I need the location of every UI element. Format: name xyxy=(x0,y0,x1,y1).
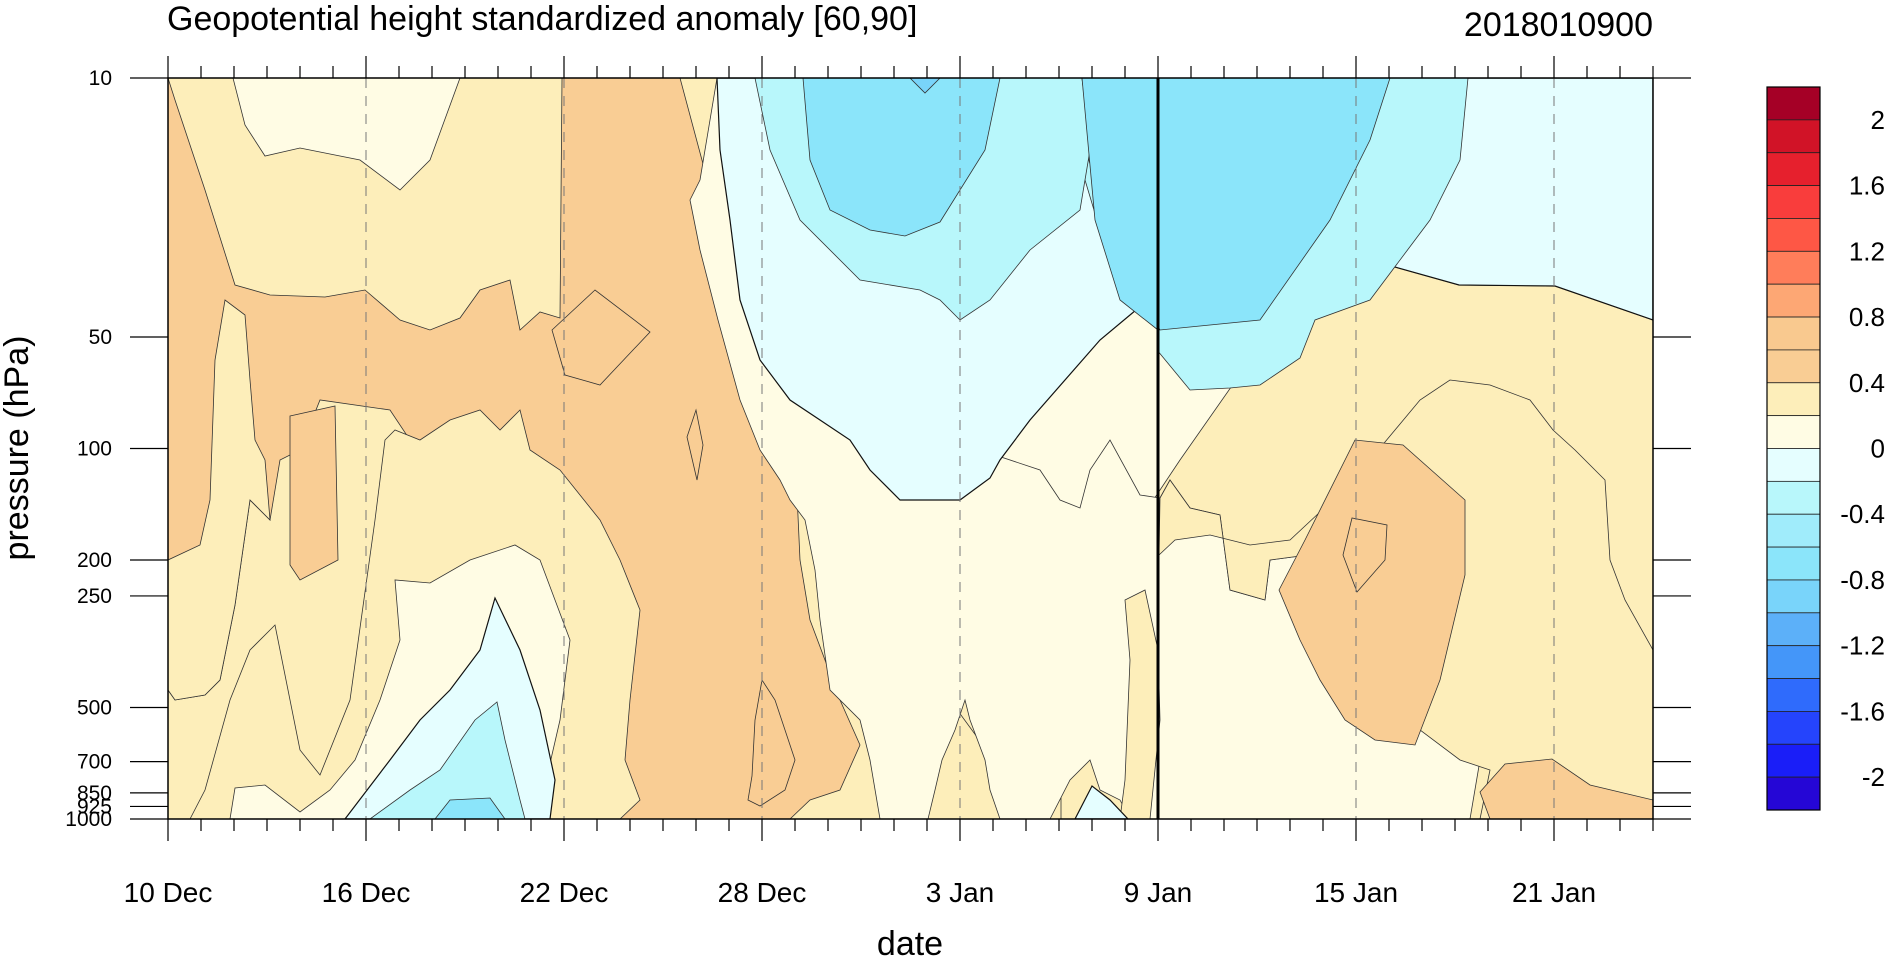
colorbar: 2 1.6 1.2 0.8 0.4 0 -0.4 -0.8 -1.2 -1.6 -2 xyxy=(1766,86,1885,811)
colorbar-label: 0.8 xyxy=(1849,302,1885,332)
colorbar-swatch xyxy=(1766,645,1821,679)
colorbar-swatch xyxy=(1766,185,1821,219)
colorbar-swatch xyxy=(1766,250,1821,285)
contour-region xyxy=(1074,785,1129,819)
colorbar-swatch xyxy=(1766,546,1821,581)
colorbar-frame xyxy=(1766,86,1821,811)
colorbar-swatch xyxy=(1766,579,1821,614)
y-tick-label: 700 xyxy=(77,751,112,774)
colorbar-swatch xyxy=(1766,349,1821,384)
x-tick-label: 28 Dec xyxy=(718,877,807,908)
colorbar-swatch xyxy=(1766,415,1821,449)
x-tick-label: 9 Jan xyxy=(1124,877,1193,908)
colorbar-label: -1.6 xyxy=(1840,696,1885,726)
colorbar-swatch xyxy=(1766,513,1821,548)
date-label: 2018010900 xyxy=(1464,6,1653,44)
colorbar-label: 0.4 xyxy=(1849,368,1885,398)
colorbar-swatch xyxy=(1766,448,1821,482)
x-tick-label: 15 Jan xyxy=(1314,877,1398,908)
x-tick-label: 21 Jan xyxy=(1512,877,1596,908)
contour-region xyxy=(434,797,506,819)
colorbar-label: -2 xyxy=(1862,762,1885,792)
y-axis-title: pressure (hPa) xyxy=(0,336,36,561)
colorbar-swatch xyxy=(1766,119,1821,154)
colorbar-swatch xyxy=(1766,218,1821,252)
colorbar-swatch xyxy=(1766,612,1821,647)
colorbar-label: -1.2 xyxy=(1840,631,1885,661)
contour-region xyxy=(289,405,339,581)
x-tick-label: 10 Dec xyxy=(124,877,213,908)
colorbar-label: -0.4 xyxy=(1840,499,1885,529)
contour-region xyxy=(168,299,271,701)
contour-region xyxy=(232,78,461,191)
colorbar-swatch xyxy=(1766,316,1821,351)
colorbar-swatch xyxy=(1766,678,1821,712)
colorbar-label: 1.6 xyxy=(1849,171,1885,201)
colorbar-swatch xyxy=(1766,283,1821,318)
contour-region xyxy=(551,289,651,386)
contour-region xyxy=(1081,78,1159,331)
y-tick-label: 100 xyxy=(77,438,112,461)
contour-region xyxy=(1278,439,1466,746)
contour-region xyxy=(1342,517,1388,593)
y-tick-label: 500 xyxy=(77,696,112,719)
contour-field xyxy=(168,78,1653,819)
x-tick-label: 3 Jan xyxy=(926,877,995,908)
y-tick-label: 850 xyxy=(77,782,112,805)
y-tick-label: 250 xyxy=(77,585,112,608)
colorbar-swatch xyxy=(1766,711,1821,745)
chart-title: Geopotential height standardized anomaly… xyxy=(167,0,917,38)
contour-region xyxy=(909,78,941,94)
colorbar-swatch xyxy=(1766,776,1821,811)
contour-region xyxy=(686,408,704,481)
colorbar-swatch xyxy=(1766,86,1821,121)
contour-region xyxy=(1119,589,1161,819)
x-tick-label: 22 Dec xyxy=(520,877,609,908)
colorbar-swatch xyxy=(1766,382,1821,417)
contour-region xyxy=(802,78,1001,237)
contour-region xyxy=(369,701,526,819)
x-axis: 10 Dec 16 Dec 22 Dec 28 Dec 3 Jan 9 Jan 15 Jan… xyxy=(124,56,1654,908)
contour-region xyxy=(747,678,796,807)
colorbar-label: 2 xyxy=(1871,105,1885,135)
y-tick-label: 50 xyxy=(89,326,112,349)
colorbar-swatch xyxy=(1766,743,1821,778)
y-tick-label: 200 xyxy=(77,549,112,572)
colorbar-swatch xyxy=(1766,152,1821,186)
contour-region xyxy=(1479,758,1653,819)
x-tick-label: 16 Dec xyxy=(322,877,411,908)
colorbar-label: 1.2 xyxy=(1849,236,1885,266)
y-tick-label: 925 xyxy=(77,795,112,818)
colorbar-label: -0.8 xyxy=(1840,565,1885,595)
y-tick-label: 10 xyxy=(89,67,112,90)
x-axis-title: date xyxy=(877,925,943,963)
y-tick-label: 1000 xyxy=(65,808,112,831)
colorbar-swatch xyxy=(1766,480,1821,515)
colorbar-label: 0 xyxy=(1871,434,1885,464)
contour-region xyxy=(689,78,1481,819)
